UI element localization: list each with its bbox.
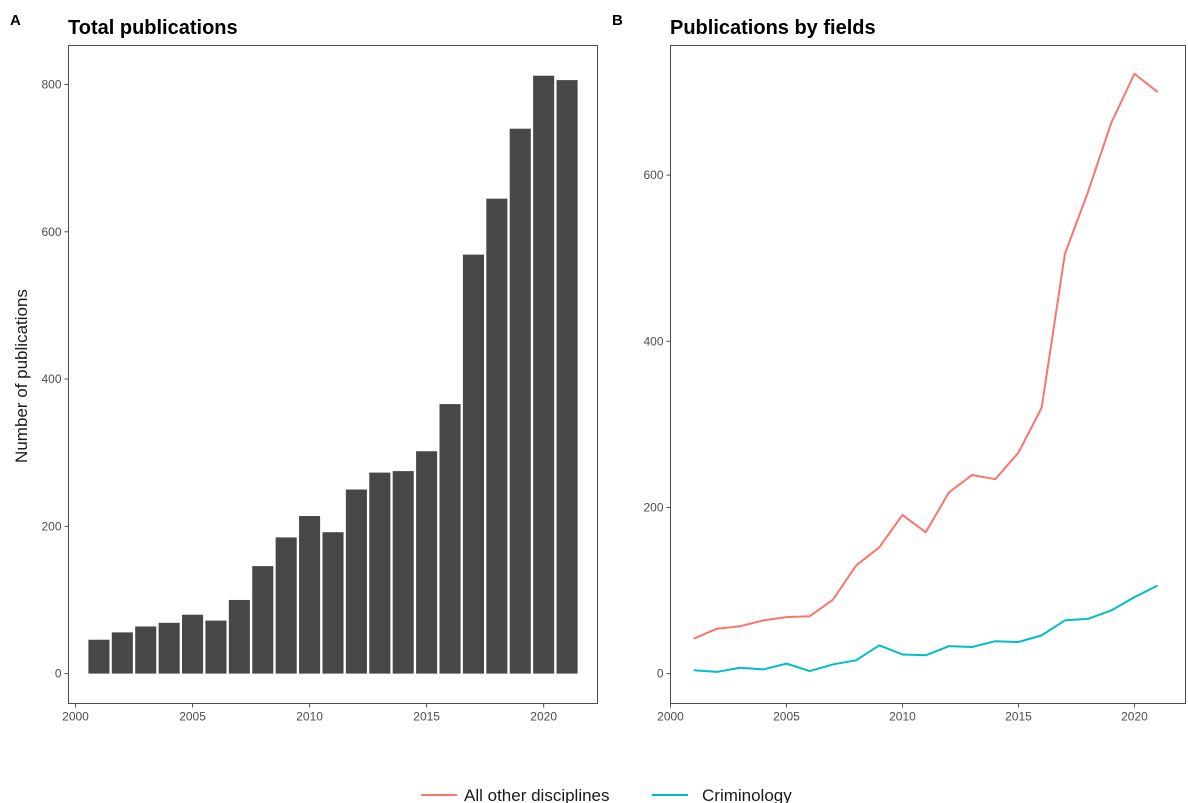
bar-2008 xyxy=(252,566,274,674)
bar-2020 xyxy=(533,75,555,674)
series-line-all-other-disciplines xyxy=(693,72,1159,640)
bar-2006 xyxy=(205,620,227,674)
bar-2019 xyxy=(509,128,531,674)
series-line-criminology xyxy=(693,584,1159,673)
bar-2014 xyxy=(392,471,414,674)
legend-label-all-other: All other disciplines xyxy=(464,786,610,803)
panel-a-y-tick-label: 400 xyxy=(41,372,61,386)
panel-a-y-axis: 0 200 400 600 800 xyxy=(41,78,69,681)
panel-a-y-tick-label: 600 xyxy=(41,225,61,239)
panel-b-y-axis: 0 200 400 600 xyxy=(643,168,671,681)
bar-2016 xyxy=(439,404,461,674)
bar-2007 xyxy=(228,599,250,674)
bar-2021 xyxy=(556,80,578,674)
panel-a-y-tick-label: 800 xyxy=(41,78,61,92)
panel-a-x-tick-label: 2015 xyxy=(413,710,440,724)
panel-a: A Total publications Number of publicati… xyxy=(10,12,598,724)
panel-a-x-tick-label: 2005 xyxy=(179,710,206,724)
panel-a-tag: A xyxy=(10,12,21,29)
bar-2012 xyxy=(345,489,367,674)
panel-a-ylabel: Number of publications xyxy=(12,289,31,463)
panel-b-tag: B xyxy=(612,12,623,29)
panel-b-title: Publications by fields xyxy=(670,17,876,39)
panel-a-y-tick-label: 200 xyxy=(41,519,61,533)
bar-2004 xyxy=(158,622,180,674)
bar-2009 xyxy=(275,537,297,674)
panel-b-frame xyxy=(670,45,1186,704)
panel-b-y-tick-label: 0 xyxy=(657,667,664,681)
panel-b-y-tick-label: 600 xyxy=(643,168,663,182)
panel-a-y-tick-label: 0 xyxy=(55,667,62,681)
panel-a-x-tick-label: 2020 xyxy=(530,710,557,724)
panel-b-x-tick-label: 2020 xyxy=(1121,710,1148,724)
legend-label-criminology: Criminology xyxy=(702,786,792,803)
panel-a-x-tick-label: 2000 xyxy=(62,710,89,724)
panel-b-x-tick-label: 2015 xyxy=(1005,710,1032,724)
panel-a-title: Total publications xyxy=(68,17,238,39)
panel-a-x-tick-label: 2010 xyxy=(296,710,323,724)
bar-2001 xyxy=(88,639,110,674)
panel-b-y-tick-label: 200 xyxy=(643,500,663,514)
panel-a-x-axis: 2000 2005 2010 2015 2020 xyxy=(62,703,557,724)
bar-2018 xyxy=(486,198,508,674)
panel-b-x-tick-label: 2000 xyxy=(657,710,684,724)
bar-2011 xyxy=(322,532,344,674)
bar-2015 xyxy=(416,451,438,674)
panel-a-frame xyxy=(68,45,598,704)
panel-b-x-tick-label: 2010 xyxy=(889,710,916,724)
panel-b-x-axis: 2000 2005 2010 2015 2020 xyxy=(657,703,1148,724)
panel-a-bars xyxy=(88,75,578,674)
panel-b-lines xyxy=(693,72,1159,673)
bar-2002 xyxy=(111,632,133,674)
panel-b-x-tick-label: 2005 xyxy=(773,710,800,724)
legend: All other disciplines Criminology xyxy=(421,786,792,803)
panel-b-y-tick-label: 400 xyxy=(643,334,663,348)
bar-2010 xyxy=(299,516,321,674)
bar-2013 xyxy=(369,472,391,674)
bar-2003 xyxy=(135,626,157,674)
panel-b: B Publications by fields 0 200 400 600 2000… xyxy=(612,12,1186,724)
bar-2005 xyxy=(182,614,204,674)
bar-2017 xyxy=(462,254,484,674)
